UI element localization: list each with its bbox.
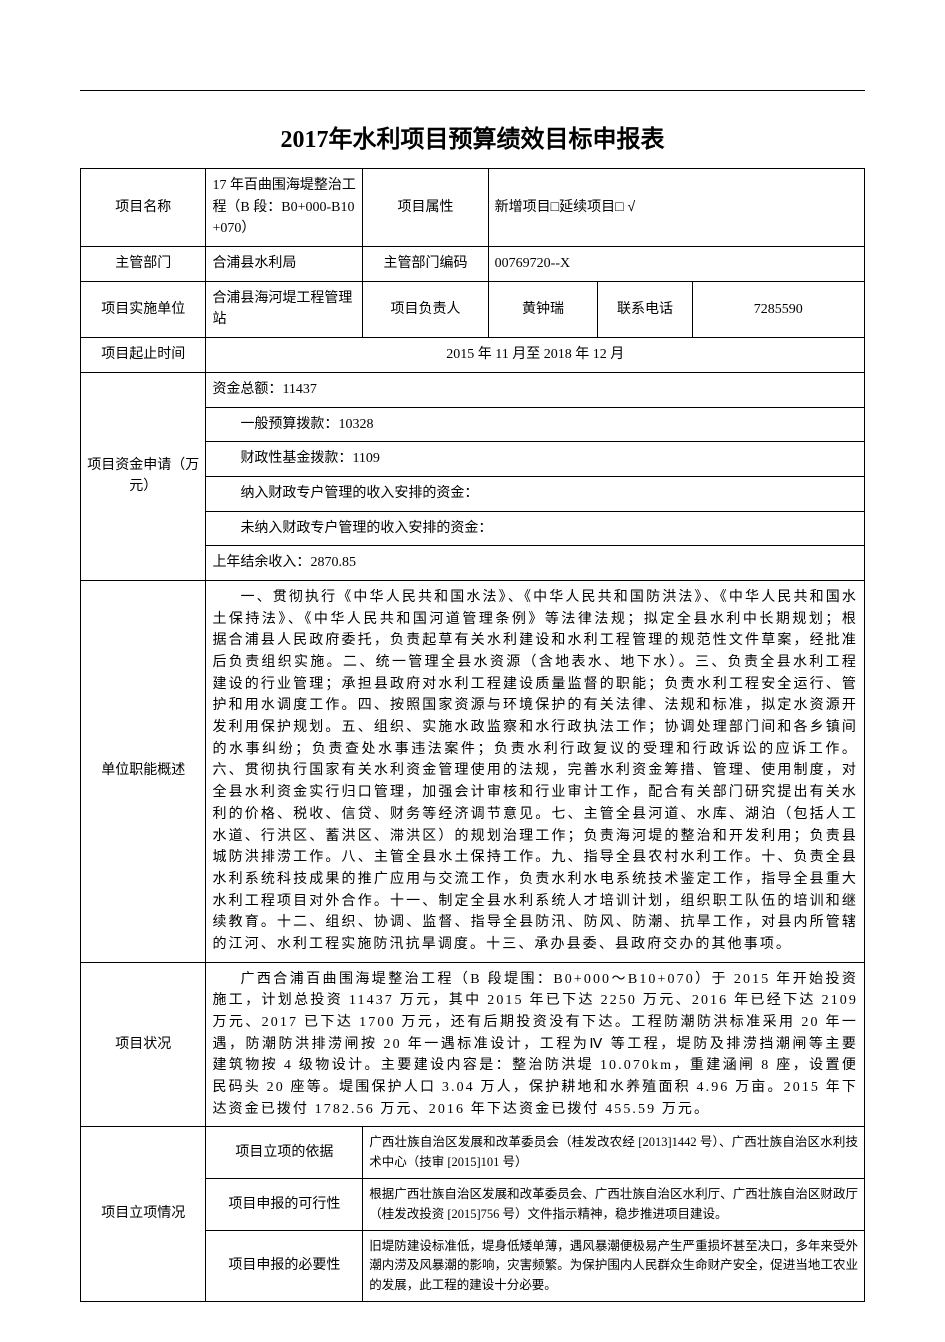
row-period: 项目起止时间 2015 年 11 月至 2018 年 12 月 [81, 338, 865, 373]
label-unit-function: 单位职能概述 [81, 580, 206, 962]
value-supervisor: 合浦县水利局 [206, 247, 363, 282]
project-status-text: 广西合浦百曲围海堤整治工程（B 段堤围：B0+000～B10+070）于 201… [206, 962, 865, 1127]
label-necessity: 项目申报的必要性 [206, 1230, 363, 1301]
label-approval-basis: 项目立项的依据 [206, 1127, 363, 1179]
label-supervisor: 主管部门 [81, 247, 206, 282]
label-supervisor-code: 主管部门编码 [363, 247, 488, 282]
row-unit-function: 单位职能概述 一、贯彻执行《中华人民共和国水法》、《中华人民共和国防洪法》、《中… [81, 580, 865, 962]
value-contact-tel: 7285590 [692, 281, 865, 337]
funding-general: 一般预算拨款：10328 [206, 407, 865, 442]
label-project-attr: 项目属性 [363, 169, 488, 247]
value-impl-unit: 合浦县海河堤工程管理站 [206, 281, 363, 337]
label-period: 项目起止时间 [81, 338, 206, 373]
value-period: 2015 年 11 月至 2018 年 12 月 [206, 338, 865, 373]
title-text: 年水利项目预算绩效目标申报表 [329, 127, 665, 153]
row-funding-total: 项目资金申请（万元） 资金总额：11437 [81, 372, 865, 407]
row-impl-unit: 项目实施单位 合浦县海河堤工程管理站 项目负责人 黄钟瑞 联系电话 728559… [81, 281, 865, 337]
label-project-leader: 项目负责人 [363, 281, 488, 337]
unit-function-text: 一、贯彻执行《中华人民共和国水法》、《中华人民共和国防洪法》、《中华人民共和国水… [206, 580, 865, 962]
label-feasibility: 项目申报的可行性 [206, 1179, 363, 1231]
label-contact-tel: 联系电话 [598, 281, 692, 337]
value-supervisor-code: 00769720--X [488, 247, 864, 282]
value-project-leader: 黄钟瑞 [488, 281, 598, 337]
row-project-status: 项目状况 广西合浦百曲围海堤整治工程（B 段堤围：B0+000～B10+070）… [81, 962, 865, 1127]
row-approval-basis: 项目立项情况 项目立项的依据 广西壮族自治区发展和改革委员会（桂发改农经 [20… [81, 1127, 865, 1179]
funding-no-special-in: 未纳入财政专户管理的收入安排的资金： [206, 511, 865, 546]
funding-fund: 财政性基金拨款：1109 [206, 442, 865, 477]
approval-basis-text: 广西壮族自治区发展和改革委员会（桂发改农经 [2013]1442 号）、广西壮族… [363, 1127, 865, 1179]
top-divider [80, 90, 865, 91]
label-funding: 项目资金申请（万元） [81, 372, 206, 580]
label-project-status: 项目状况 [81, 962, 206, 1127]
label-impl-unit: 项目实施单位 [81, 281, 206, 337]
necessity-text: 旧堤防建设标准低，堤身低矮单薄，遇风暴潮便极易产生严重损坏甚至决口，多年来受外潮… [363, 1230, 865, 1301]
funding-special-in: 纳入财政专户管理的收入安排的资金： [206, 476, 865, 511]
feasibility-text: 根据广西壮族自治区发展和改革委员会、广西壮族自治区水利厅、广西壮族自治区财政厅（… [363, 1179, 865, 1231]
row-supervisor: 主管部门 合浦县水利局 主管部门编码 00769720--X [81, 247, 865, 282]
declaration-form: 项目名称 17 年百曲围海堤整治工程（B 段：B0+000-B10+070） 项… [80, 168, 865, 1302]
value-project-name: 17 年百曲围海堤整治工程（B 段：B0+000-B10+070） [206, 169, 363, 247]
label-project-approval: 项目立项情况 [81, 1127, 206, 1302]
funding-total: 资金总额：11437 [206, 372, 865, 407]
label-project-name: 项目名称 [81, 169, 206, 247]
page-title: 2017年水利项目预算绩效目标申报表 [80, 119, 865, 154]
value-project-attr: 新增项目□延续项目□ √ [488, 169, 864, 247]
row-project-name: 项目名称 17 年百曲围海堤整治工程（B 段：B0+000-B10+070） 项… [81, 169, 865, 247]
funding-carryover: 上年结余收入：2870.85 [206, 546, 865, 581]
title-year: 2017 [281, 127, 329, 153]
